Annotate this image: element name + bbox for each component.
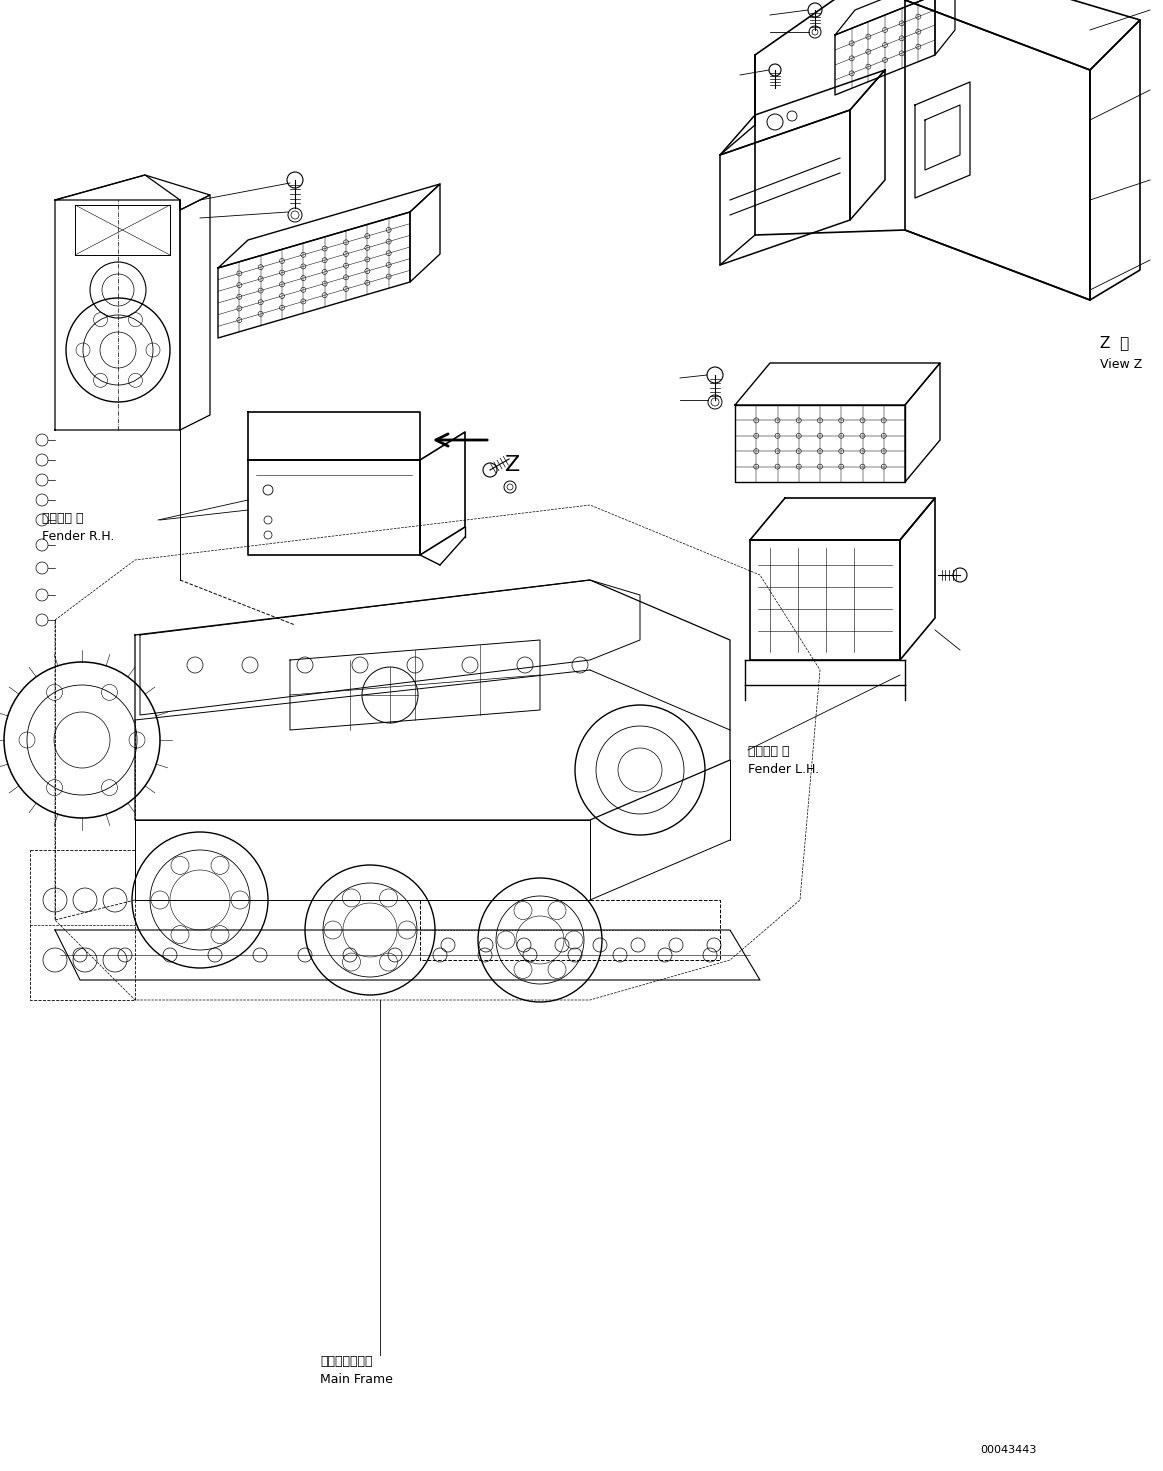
Text: メインフレーム: メインフレーム bbox=[320, 1355, 372, 1368]
Text: Z: Z bbox=[505, 455, 520, 475]
Text: Fender R.H.: Fender R.H. bbox=[42, 530, 114, 543]
Text: フェンダ 左: フェンダ 左 bbox=[748, 744, 790, 758]
Text: フェンダ 右: フェンダ 右 bbox=[42, 512, 84, 525]
Text: View Z: View Z bbox=[1100, 357, 1142, 371]
Text: Main Frame: Main Frame bbox=[320, 1372, 393, 1386]
Text: 00043443: 00043443 bbox=[980, 1445, 1036, 1455]
Text: Fender L.H.: Fender L.H. bbox=[748, 763, 819, 777]
Text: Z  視: Z 視 bbox=[1100, 335, 1129, 350]
